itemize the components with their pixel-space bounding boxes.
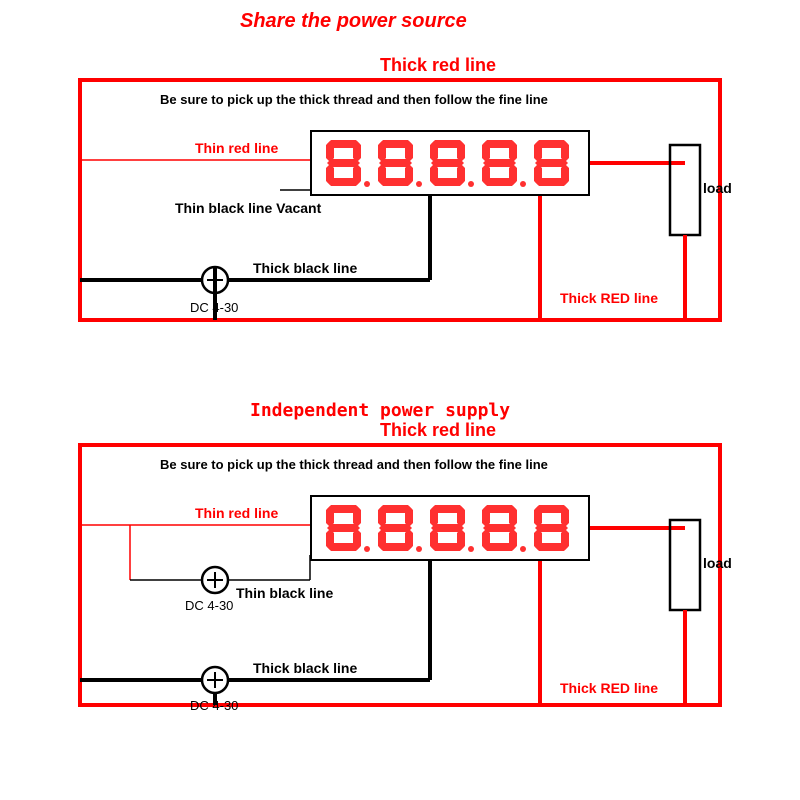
diagram2-thick-black-label: Thick black line xyxy=(253,660,357,676)
diagram2-thin-black-label: Thin black line xyxy=(236,585,333,601)
diagram2-instruction: Be sure to pick up the thick thread and … xyxy=(160,457,548,472)
diagram2-dc-label-2: DC 4-30 xyxy=(190,698,238,713)
diagram2-display xyxy=(310,495,590,561)
diagram2-thin-red-label: Thin red line xyxy=(195,505,278,521)
diagram2-dc-label-1: DC 4-30 xyxy=(185,598,233,613)
diagram2-wires xyxy=(0,0,800,800)
diagram2-load-label: load xyxy=(703,555,732,571)
diagram2-thick-red-bottom-label: Thick RED line xyxy=(560,680,658,696)
